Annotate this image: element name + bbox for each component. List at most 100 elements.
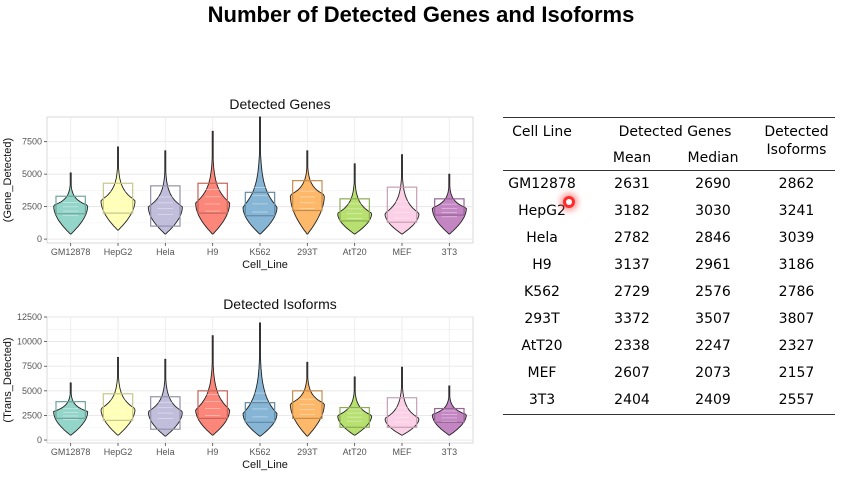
header-detected-isoforms-line2: Isoforms (766, 142, 827, 158)
y-tick-label: 2500 (22, 202, 42, 212)
x-tick-label: MEF (393, 447, 413, 457)
table-body: GM12878 2631 2690 2862 HepG2 3182 3030 3241 Hela… (503, 171, 835, 414)
isoforms-value: 2862 (778, 176, 815, 192)
violin-GM12878 (53, 172, 89, 235)
isoforms-value: 3241 (778, 203, 815, 219)
table-row: GM12878 2631 2690 2862 (503, 171, 835, 198)
y-tick-label: 7500 (22, 137, 42, 147)
x-tick-label: HepG2 (104, 247, 133, 257)
mean-value: 3182 (614, 203, 650, 219)
x-tick-label: K562 (249, 247, 270, 257)
x-tick-label: GM12878 (51, 247, 91, 257)
box-GM12878 (55, 401, 86, 419)
violin-GM12878 (53, 382, 89, 436)
x-tick-label: Hela (156, 447, 175, 457)
box-MEF (386, 186, 418, 223)
cell-line-value: 3T3 (528, 392, 556, 408)
box-AtT20 (339, 406, 370, 428)
mean-value: 2607 (614, 365, 650, 381)
box-293T (292, 390, 323, 419)
x-tick-label: K562 (249, 447, 270, 457)
y-tick-label: 2500 (22, 410, 42, 420)
x-tick-label: H9 (207, 247, 219, 257)
y-tick-label: 5000 (22, 169, 42, 179)
header-median: Median (687, 150, 739, 166)
box-K562 (244, 191, 276, 217)
x-tick-label: H9 (207, 447, 219, 457)
cell-line-value: GM12878 (508, 176, 576, 192)
box-K562 (244, 402, 276, 423)
table-row: K562 2729 2576 2786 (503, 279, 835, 306)
y-tick-label: 5000 (22, 386, 42, 396)
y-tick-label: 0 (37, 234, 42, 244)
y-tick-label: 12500 (17, 312, 42, 322)
x-tick-label: 3T3 (442, 447, 458, 457)
violin-H9 (195, 335, 231, 436)
cell-line-value: Hela (526, 230, 558, 246)
x-tick-label: 293T (297, 247, 318, 257)
box-Hela (150, 185, 181, 227)
violin-3T3 (431, 173, 467, 235)
x-tick-label: AtT20 (343, 247, 367, 257)
x-tick-label: MEF (393, 247, 413, 257)
header-cell-line: Cell Line (512, 124, 572, 140)
table-row: H9 3137 2961 3186 (503, 252, 835, 279)
box-GM12878 (55, 195, 86, 215)
x-tick-label: AtT20 (343, 447, 367, 457)
table-row: 293T 3372 3507 3807 (503, 306, 835, 333)
isoforms-value: 2786 (778, 284, 815, 300)
box-H9 (197, 390, 228, 419)
chart-title: Detected Isoforms (223, 296, 337, 312)
page-title: Number of Detected Genes and Isoforms (207, 2, 635, 27)
y-tick-label: 7500 (22, 361, 42, 371)
box-AtT20 (339, 198, 370, 222)
median-value: 3030 (695, 203, 731, 219)
median-value: 2846 (695, 230, 731, 246)
mean-value: 2782 (614, 230, 650, 246)
box-Hela (150, 396, 181, 430)
x-tick-label: 293T (297, 447, 318, 457)
y-axis-label: (Trans_Detected) (2, 337, 14, 422)
header-detected-isoforms-line1: Detected (764, 124, 829, 140)
cell-line-value: K562 (524, 284, 560, 300)
x-tick-label: GM12878 (51, 447, 91, 457)
x-tick-label: 3T3 (442, 247, 458, 257)
isoforms-value: 2557 (778, 392, 815, 408)
violin-HepG2 (100, 146, 136, 231)
violin-293T (289, 361, 325, 437)
isoforms-value: 2327 (778, 338, 815, 354)
cell-line-value: MEF (527, 365, 557, 381)
violin-K562 (242, 116, 278, 235)
x-axis-label: Cell_Line (242, 259, 288, 271)
table-header: Cell Line Detected Genes Mean Median Det… (503, 118, 835, 171)
box-HepG2 (102, 182, 134, 214)
violin-AtT20 (337, 376, 373, 436)
box-HepG2 (102, 393, 134, 421)
mean-value: 3137 (614, 257, 650, 273)
isoforms-value: 3039 (778, 230, 815, 246)
median-value: 2690 (695, 176, 731, 192)
violin-K562 (242, 322, 278, 437)
violin-HepG2 (100, 356, 136, 436)
isoforms-value: 2157 (778, 365, 815, 381)
box-H9 (197, 182, 228, 214)
violin-MEF (384, 366, 420, 436)
violin-MEF (384, 154, 420, 235)
median-value: 2409 (695, 392, 731, 408)
header-mean: Mean (612, 150, 652, 166)
chart-detected-genes: GM12878 HepG2 Hela H9 K562 293T AtT20 MEF 3T3 0 25… (2, 96, 474, 271)
table-row: 3T3 2404 2409 2557 (503, 387, 835, 414)
mouse-cursor-indicator (563, 196, 575, 208)
median-value: 2247 (695, 338, 731, 354)
mean-value: 2404 (614, 392, 650, 408)
box-3T3 (434, 407, 465, 423)
box-3T3 (434, 198, 465, 216)
violin-H9 (195, 130, 231, 235)
isoforms-value: 3186 (778, 257, 815, 273)
mean-value: 2729 (614, 284, 650, 300)
table-row: Hela 2782 2846 3039 (503, 225, 835, 252)
table-row: MEF 2607 2073 2157 (503, 360, 835, 387)
cell-line-value: HepG2 (518, 203, 566, 219)
x-tick-label: Hela (156, 247, 175, 257)
x-tick-label: HepG2 (104, 447, 133, 457)
